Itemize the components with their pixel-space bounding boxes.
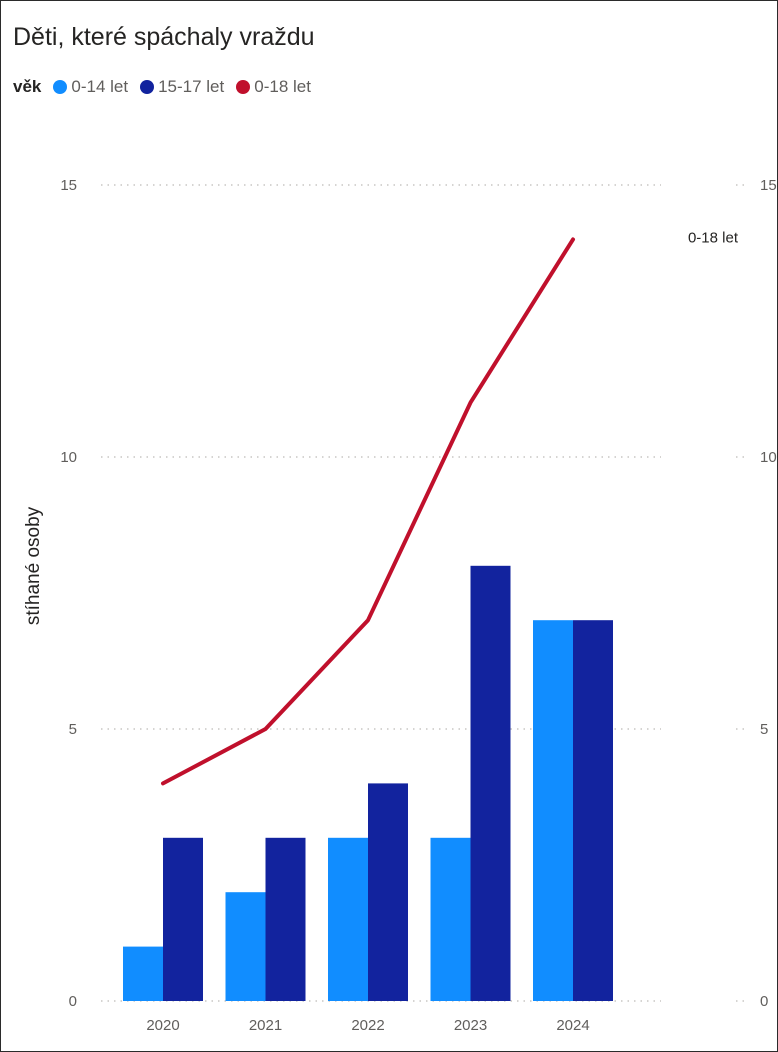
legend-item-0-18[interactable]: 0-18 let [236, 77, 311, 97]
bar [328, 837, 368, 1001]
legend-dot-icon [140, 80, 155, 94]
bar [430, 837, 471, 1001]
x-tick-label: 2024 [556, 1017, 589, 1034]
y-tick-label: 5 [69, 721, 77, 738]
y-tick-label: 15 [60, 177, 77, 194]
bar [470, 565, 511, 1001]
y2-tick-label: 10 [760, 449, 777, 466]
bar [225, 892, 266, 1001]
legend-label: 0-18 let [254, 77, 311, 96]
legend-label: 15-17 let [158, 77, 225, 96]
bar [265, 837, 306, 1001]
y-axis-label: stíhané osoby [23, 506, 44, 625]
bar [368, 783, 408, 1001]
legend-item-15-17[interactable]: 15-17 let [140, 77, 224, 97]
y2-tick-label: 5 [760, 721, 768, 738]
legend: věk 0-14 let 15-17 let 0-18 let [13, 77, 323, 97]
y-tick-label: 0 [69, 993, 77, 1010]
legend-item-0-14[interactable]: 0-14 let [53, 77, 128, 97]
x-tick-label: 2022 [351, 1017, 384, 1034]
bar [533, 620, 573, 1001]
chart-title: Děti, které spáchaly vraždu [13, 23, 315, 51]
y2-tick-label: 0 [760, 993, 768, 1010]
legend-label: 0-14 let [71, 77, 129, 96]
y-tick-label: 10 [60, 449, 77, 466]
x-tick-label: 2021 [249, 1017, 282, 1034]
legend-title: věk [13, 77, 42, 96]
bar [123, 946, 163, 1001]
legend-dot-icon [53, 80, 68, 94]
x-tick-label: 2020 [146, 1017, 179, 1034]
legend-dot-icon [236, 80, 251, 94]
y2-tick-label: 15 [760, 177, 777, 194]
line-end-label: 0-18 let [688, 229, 739, 246]
x-tick-label: 2023 [454, 1017, 487, 1034]
series-line [161, 237, 575, 786]
bar [573, 620, 613, 1001]
bar [163, 837, 203, 1001]
